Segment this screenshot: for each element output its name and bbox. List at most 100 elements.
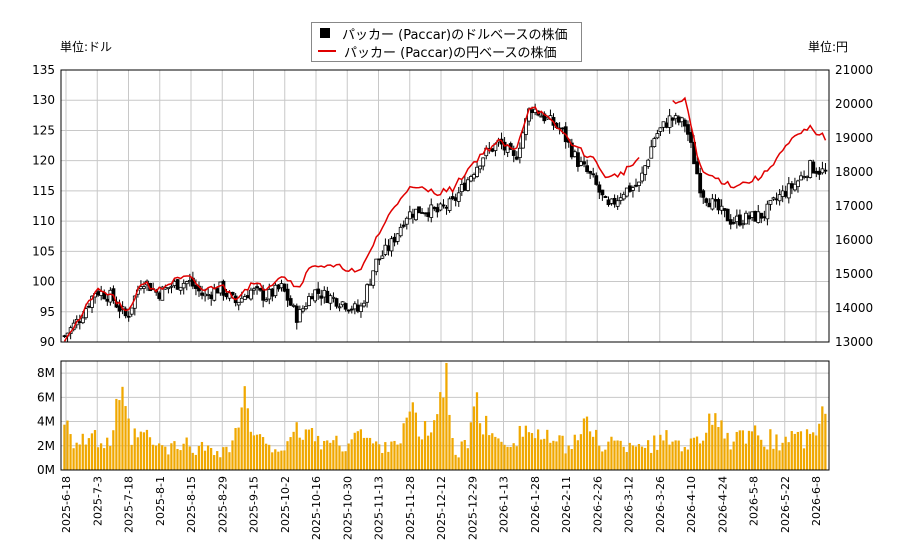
volume-bar <box>320 449 323 470</box>
volume-bar <box>222 447 225 470</box>
volume-bar <box>802 448 806 470</box>
volume-bar <box>815 435 818 470</box>
volume-bar <box>546 429 549 470</box>
volume-bar <box>799 431 803 470</box>
legend-item-usd: パッカー (Paccar)のドルベースの株価 <box>318 24 568 43</box>
volume-bar <box>167 454 170 470</box>
volume-bar <box>683 447 686 470</box>
date-tick-label: 2026-5-22 <box>779 476 792 533</box>
volume-bar <box>127 418 130 470</box>
candle-body <box>407 211 412 220</box>
volume-bar <box>90 433 94 470</box>
legend-label-usd: パッカー (Paccar)のドルベースの株価 <box>342 27 568 43</box>
candle-body <box>774 198 779 201</box>
candle-body <box>426 212 431 217</box>
volume-bar <box>158 443 161 470</box>
candle-body <box>356 304 360 312</box>
candle-body <box>814 170 819 174</box>
volume-bar <box>582 418 586 470</box>
volume-bar <box>268 444 271 470</box>
jpy-tick-label: 13000 <box>835 335 873 349</box>
volume-bar <box>78 444 81 470</box>
date-tick-label: 2026-1-13 <box>498 476 511 533</box>
volume-bar <box>106 437 109 470</box>
volume-bar <box>747 430 751 470</box>
candle-body <box>624 187 629 197</box>
volume-bar <box>619 440 622 470</box>
candle-body <box>713 199 718 202</box>
candle-body <box>90 295 94 308</box>
legend-item-jpy: パッカー (Paccar)の円ベースの株価 <box>318 42 556 61</box>
volume-bar <box>488 435 491 470</box>
volume-bar <box>729 449 732 470</box>
usd-unit-label: 単位:ドル <box>60 40 113 54</box>
volume-bar <box>497 438 500 470</box>
candle-body <box>459 184 464 193</box>
candle-body <box>392 236 397 243</box>
candle-body <box>288 298 293 306</box>
volume-bar <box>332 440 335 470</box>
candle-body <box>725 208 730 222</box>
volume-bar <box>579 434 583 470</box>
candle-body <box>588 171 593 174</box>
volume-bar <box>338 445 341 470</box>
candle-body <box>637 181 641 186</box>
candle-body <box>646 159 651 167</box>
volume-bar <box>805 429 809 470</box>
candle-body <box>820 168 825 174</box>
candle-body <box>77 321 82 323</box>
volume-bar <box>423 421 427 470</box>
date-tick-label: 2026-3-26 <box>654 476 667 533</box>
candle-body <box>239 297 244 303</box>
candle-body <box>612 197 617 205</box>
candle-body <box>300 308 305 312</box>
candle-body <box>365 284 369 303</box>
candle-body <box>80 317 85 324</box>
candle-body <box>667 115 672 128</box>
candle-body <box>517 147 522 158</box>
candle-body <box>435 207 440 213</box>
date-tick-label: 2026-4-24 <box>716 476 729 533</box>
volume-bar <box>671 441 674 470</box>
volume-bar <box>384 442 387 470</box>
volume-bar <box>588 431 592 470</box>
usd-tick-label: 120 <box>32 154 55 168</box>
volume-bar <box>598 445 601 470</box>
candle-body <box>618 197 623 201</box>
volume-bar <box>66 420 69 470</box>
candle-body <box>597 184 602 193</box>
date-axis-tick-labels: 2025-6-18 2025-7-3 2025-7-18 2025-8-1 2025-8… <box>60 476 823 540</box>
candle-body <box>129 307 134 315</box>
volume-tick-label: 2M <box>37 439 55 453</box>
volume-bar <box>408 411 411 470</box>
volume-bar <box>726 432 729 470</box>
volume-bar <box>643 447 647 470</box>
volume-bar <box>228 452 231 470</box>
volume-bar <box>448 414 451 470</box>
volume-bar <box>154 445 158 470</box>
candle-body <box>310 296 314 300</box>
volume-bar <box>714 413 717 470</box>
volume-bar <box>491 433 494 470</box>
volume-bar <box>170 443 173 470</box>
volume-bar <box>280 450 283 470</box>
volume-bar <box>84 444 87 470</box>
usd-tick-label: 115 <box>32 184 55 198</box>
volume-bar <box>772 448 775 470</box>
candle-body <box>438 203 443 211</box>
volume-bar <box>234 427 237 470</box>
volume-bar <box>640 446 644 470</box>
volume-bar <box>436 414 439 470</box>
date-tick-label: 2026-6-8 <box>810 476 823 526</box>
volume-bar <box>191 452 194 470</box>
volume-bar <box>341 451 344 470</box>
candle-body <box>634 184 638 187</box>
volume-bar <box>148 437 152 470</box>
volume-bar <box>818 423 821 470</box>
date-tick-label: 2025-8-1 <box>154 476 167 526</box>
volume-tick-label: 4M <box>37 415 55 429</box>
candle-body <box>203 293 208 297</box>
volume-bar <box>784 436 787 470</box>
volume-bar <box>775 434 778 470</box>
volume-bar <box>515 446 518 470</box>
